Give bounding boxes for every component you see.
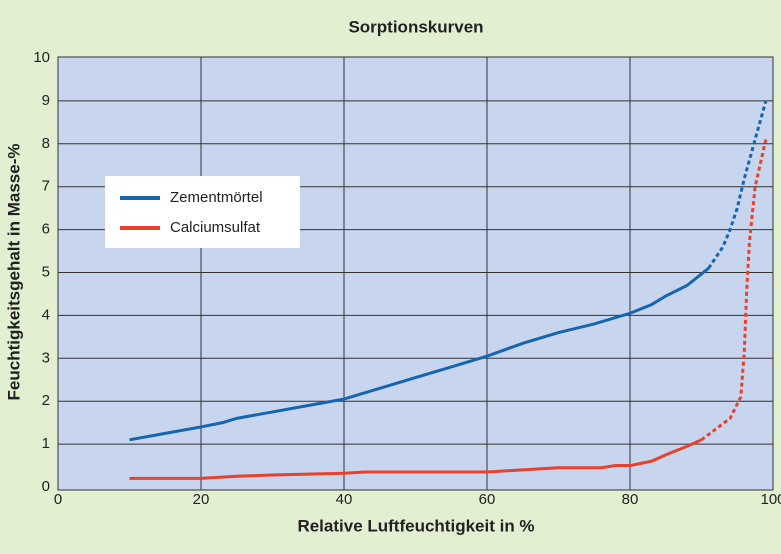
series-line [129,267,710,442]
series-line [700,139,768,442]
y-tick-label: 6 [42,221,50,238]
x-tick-label: 100 [760,491,781,508]
chart-title: Sorptionskurven [348,17,483,36]
y-tick-label: 0 [42,478,50,495]
y-tick-label: 10 [33,49,50,66]
x-tick-label: 20 [193,491,210,508]
y-tick-label: 4 [42,306,50,323]
legend-box [105,176,300,248]
y-tick-label: 8 [42,135,50,152]
y-tick-label: 7 [42,178,50,195]
x-tick-label: 80 [622,491,639,508]
y-tick-label: 3 [42,349,50,366]
x-tick-label: 60 [479,491,496,508]
legend-label: Zementmörtel [170,189,263,206]
x-axis-label: Relative Luftfeuchtigkeit in % [297,516,534,535]
series-line [129,438,703,480]
y-axis-label: Feuchtigkeitsgehalt in Masse-% [4,144,23,401]
series-line [707,100,768,270]
y-tick-label: 9 [42,92,50,109]
x-tick-label: 0 [54,491,62,508]
y-tick-label: 5 [42,263,50,280]
plot-area [57,56,774,491]
y-tick-label: 2 [42,392,50,409]
x-tick-label: 40 [336,491,353,508]
legend-label: Calciumsulfat [170,219,261,236]
y-tick-label: 1 [42,435,50,452]
